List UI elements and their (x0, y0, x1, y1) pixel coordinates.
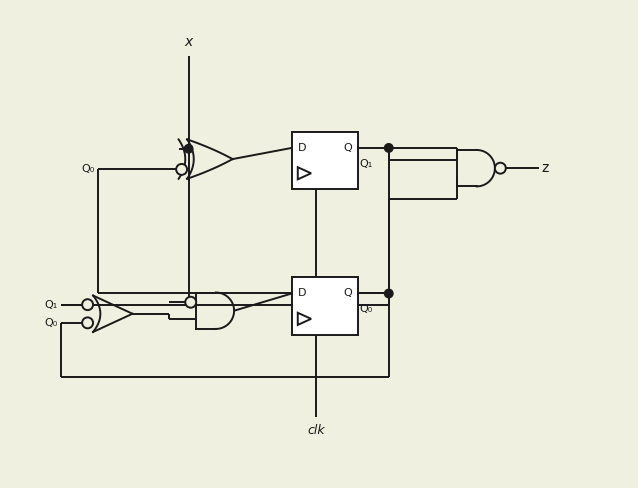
Text: clk: clk (307, 424, 325, 437)
Text: Q₀: Q₀ (81, 164, 94, 174)
Text: x: x (184, 35, 193, 49)
Bar (292, 277, 359, 335)
Text: Q: Q (344, 143, 352, 153)
Text: Q₁: Q₁ (45, 300, 58, 310)
Text: D: D (298, 143, 306, 153)
Circle shape (82, 317, 93, 328)
Text: z: z (541, 161, 549, 175)
Circle shape (385, 143, 393, 152)
Circle shape (385, 289, 393, 298)
Text: Q₀: Q₀ (360, 305, 373, 314)
Circle shape (185, 297, 196, 308)
Circle shape (184, 144, 193, 153)
Circle shape (495, 163, 506, 174)
Circle shape (176, 164, 187, 175)
Text: Q₀: Q₀ (45, 318, 58, 328)
Text: Q: Q (344, 288, 352, 299)
Circle shape (82, 299, 93, 310)
Bar (292, 132, 359, 189)
Text: Q₁: Q₁ (360, 159, 373, 169)
Text: D: D (298, 288, 306, 299)
